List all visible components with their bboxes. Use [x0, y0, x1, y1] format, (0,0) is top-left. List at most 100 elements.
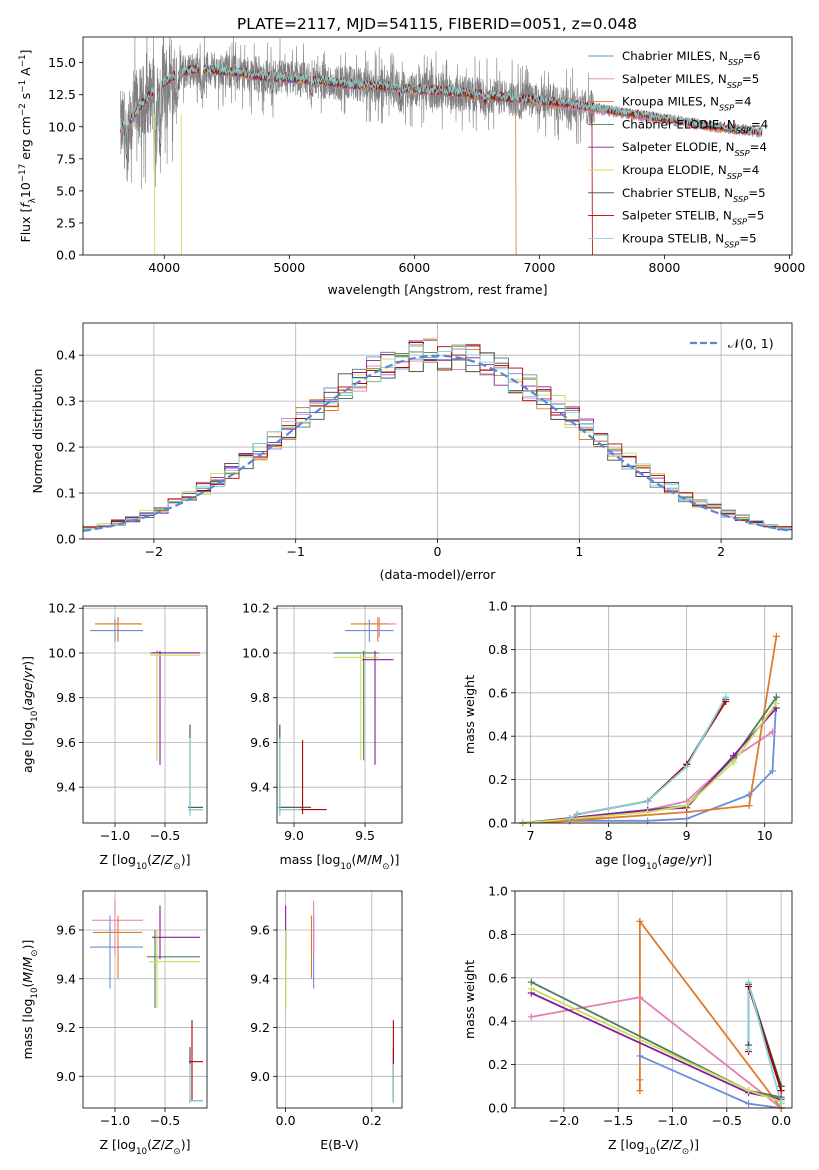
- massweight-vs-Z-frame: [514, 890, 793, 1109]
- mass-vs-EBV-xtick-label: 0.2: [362, 1113, 382, 1128]
- mass-vs-Z-ytick-label: 9.0: [56, 1069, 76, 1084]
- massweight-vs-Z-ytick-label: 1.0: [488, 884, 508, 899]
- age-vs-mass-grid: [277, 606, 402, 823]
- spectrum-xtick-label: 5000: [273, 260, 305, 275]
- line-chabrier-miles-marker: [768, 767, 776, 775]
- line-kroupa-stelib-marker: [644, 797, 652, 805]
- legend-label: Chabrier MILES, NSSP=6: [622, 49, 760, 67]
- line-kroupa-stelib-marker: [722, 693, 730, 701]
- massweight-vs-age-ytick-label: 0.8: [488, 642, 508, 657]
- line-kroupa-miles-marker: [745, 802, 753, 810]
- residuals-xtick-label: −2: [145, 544, 163, 559]
- massweight-vs-Z-plot-area: [530, 918, 782, 1108]
- age-vs-Z-plot-area: [90, 617, 203, 817]
- massweight-vs-Z-xtick-label: −1.0: [657, 1113, 687, 1128]
- age-vs-Z-ytick-label: 9.6: [56, 735, 76, 750]
- massweight-vs-Z-ytick-label: 0.2: [488, 1057, 508, 1072]
- spectrum-ytick-label: 5.0: [56, 183, 76, 198]
- line-chabrier-miles-marker: [683, 815, 691, 823]
- line-chabrier-miles: [639, 1055, 782, 1108]
- massweight-vs-Z-xtick-label: −1.5: [603, 1113, 633, 1128]
- residuals-ytick-label: 0.4: [56, 348, 76, 363]
- massweight-vs-Z-axes: −2.0 −1.5 −1.0 −0.5 0.0 0.0 0.2 0.4 0.6 0.8 1.0 Z […: [462, 884, 793, 1157]
- massweight-vs-Z-xtick-label: −2.0: [549, 1113, 579, 1128]
- line-chabrier-miles-marker: [636, 1052, 644, 1060]
- hist-kroupa-stelib: [83, 344, 792, 530]
- line-kroupa-miles-marker: [636, 917, 644, 925]
- line-salpeter-miles-marker: [768, 728, 776, 736]
- line-kroupa-elodie-marker: [527, 985, 535, 993]
- spectrum-ytick-label: 2.5: [56, 215, 76, 230]
- age-vs-mass-ytick-label: 9.4: [250, 780, 270, 795]
- massweight-vs-Z-ytick-label: 0.4: [488, 1014, 508, 1029]
- line-chabrier-miles-marker: [745, 791, 753, 799]
- line-chabrier-elodie: [530, 981, 782, 1099]
- age-vs-mass-ytick-label: 9.8: [250, 690, 270, 705]
- residuals-ytick-label: 0.0: [56, 532, 76, 547]
- legend-label: Salpeter ELODIE, NSSP=4: [622, 140, 767, 158]
- massweight-vs-age-ytick-label: 0.2: [488, 772, 508, 787]
- massweight-vs-age-frame: [514, 605, 793, 824]
- line-chabrier-miles: [522, 697, 778, 823]
- massweight-vs-age-ylabel: mass weight: [462, 675, 477, 754]
- mass-vs-Z-frame: [82, 890, 208, 1109]
- massweight-vs-Z-xlabel: Z [log10(Z/Z⊙)]: [608, 1137, 699, 1157]
- legend-label: Kroupa ELODIE, NSSP=4: [622, 163, 759, 181]
- model-dropout-line: [591, 113, 593, 255]
- model-dropout-line: [180, 113, 183, 255]
- line-salpeter-elodie: [522, 707, 778, 823]
- figure-title: PLATE=2117, MJD=54115, FIBERID=0051, z=0…: [237, 15, 637, 33]
- massweight-vs-age-grid: [515, 605, 792, 824]
- line-kroupa-miles-marker: [636, 1076, 644, 1084]
- massweight-vs-age-plot-area: [522, 636, 778, 823]
- massweight-vs-Z-ytick-label: 0.0: [488, 1101, 508, 1116]
- spectrum-ytick-label: 7.5: [56, 151, 76, 166]
- age-vs-Z-xtick-label: −0.5: [150, 828, 180, 843]
- age-vs-mass-frame: [276, 605, 403, 824]
- line-kroupa-stelib-marker: [683, 763, 691, 771]
- line-kroupa-elodie-marker: [745, 1087, 753, 1095]
- legend-label: Kroupa MILES, NSSP=4: [622, 95, 752, 113]
- mass-vs-Z-xtick-label: −1.0: [100, 1113, 130, 1128]
- line-kroupa-miles: [522, 636, 778, 823]
- line-kroupa-elodie-marker: [683, 802, 691, 810]
- mass-vs-Z-grid: [83, 891, 207, 1108]
- mass-vs-EBV-xlabel: E(B-V): [320, 1137, 359, 1152]
- spectrum-axes: 4000 5000 6000 7000 8000 9000 0.0 2.5 5.0 7.5 10.0…: [18, 36, 806, 297]
- spectrum-xtick-label: 9000: [774, 260, 806, 275]
- massweight-vs-Z-ytick-label: 0.8: [488, 927, 508, 942]
- age-vs-mass-xlabel: mass [log10(M/M⊙)]: [280, 852, 400, 872]
- mass-vs-Z-xlabel: Z [log10(Z/Z⊙)]: [100, 1137, 191, 1157]
- residuals-frame: [82, 322, 793, 540]
- legend-label-normal: 𝒩(0, 1): [728, 336, 774, 351]
- spectrum-ytick-label: 10.0: [48, 119, 76, 134]
- spectrum-xtick-label: 4000: [148, 260, 180, 275]
- model-dropout-line: [153, 113, 156, 255]
- line-kroupa-stelib-marker: [777, 1100, 785, 1108]
- age-vs-mass-xtick-label: 9.5: [355, 828, 375, 843]
- line-kroupa-stelib-marker: [745, 978, 753, 986]
- massweight-vs-age-axes: 7 8 9 10 0.0 0.2 0.4 0.6 0.8 1.0 age [log10(age/yr…: [462, 599, 793, 872]
- legend-label: Salpeter MILES, NSSP=5: [622, 72, 759, 90]
- mass-vs-EBV-frame: [276, 890, 403, 1109]
- residuals-xtick-label: 1: [575, 544, 583, 559]
- mass-vs-Z-ytick-label: 9.6: [56, 923, 76, 938]
- massweight-vs-age-ytick-label: 0.4: [488, 729, 508, 744]
- spectrum-plot-area: [120, 37, 763, 255]
- line-salpeter-miles-marker: [527, 1013, 535, 1021]
- spectrum-xlabel: wavelength [Angstrom, rest frame]: [327, 282, 547, 297]
- legend-label: Chabrier STELIB, NSSP=5: [622, 186, 766, 204]
- spectrum-legend: Chabrier MILES, NSSP=6 Salpeter MILES, NS…: [588, 49, 768, 249]
- spectrum-ylabel: Flux [fλ10−17 erg cm−2 s−1 A−1]: [18, 50, 38, 243]
- mass-vs-Z-xtick-label: −0.5: [150, 1113, 180, 1128]
- age-vs-mass-xtick-label: 9.0: [284, 828, 304, 843]
- spectrum-ytick-label: 0.0: [56, 248, 76, 263]
- legend-label: Chabrier ELODIE, NSSP=4: [622, 117, 768, 135]
- mass-vs-EBV-ytick-label: 9.6: [250, 923, 270, 938]
- massweight-vs-age-xlabel: age [log10(age/yr)]: [595, 852, 712, 872]
- line-chabrier-miles-marker: [745, 1100, 753, 1108]
- spectrum-frame: [82, 36, 793, 256]
- line-kroupa-miles-marker: [772, 632, 780, 640]
- normal-reference-curve: [83, 354, 792, 532]
